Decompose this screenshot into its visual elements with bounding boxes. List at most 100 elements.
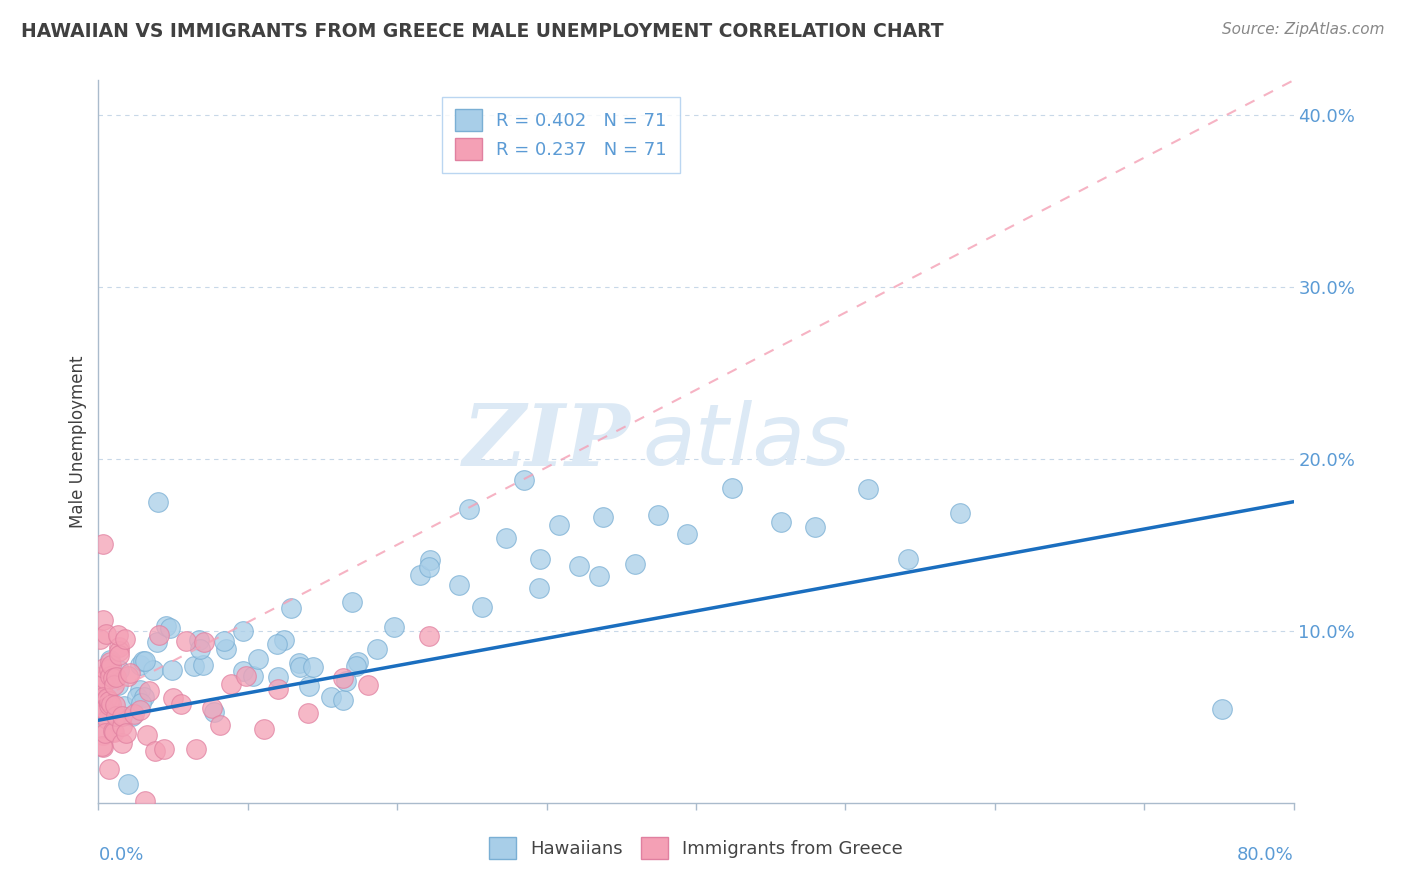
- Point: [118, 665, 141, 680]
- Text: atlas: atlas: [643, 400, 851, 483]
- Point: [89, 670, 111, 684]
- Point: [89, 683, 111, 698]
- Point: [548, 518, 571, 533]
- Point: [108, 648, 131, 663]
- Point: [91, 706, 114, 721]
- Point: [495, 531, 517, 545]
- Point: [94, 726, 117, 740]
- Point: [107, 678, 129, 692]
- Point: [153, 741, 176, 756]
- Point: [128, 657, 150, 672]
- Point: [897, 552, 920, 566]
- Point: [242, 669, 264, 683]
- Point: [232, 665, 254, 679]
- Point: [188, 642, 211, 657]
- Point: [107, 640, 129, 655]
- Point: [114, 632, 136, 646]
- Point: [183, 659, 205, 673]
- Point: [297, 706, 319, 720]
- Point: [134, 794, 156, 808]
- Point: [111, 709, 134, 723]
- Point: [769, 515, 792, 529]
- Point: [266, 670, 288, 684]
- Point: [138, 684, 160, 698]
- Point: [104, 698, 127, 712]
- Point: [129, 683, 152, 698]
- Point: [215, 642, 238, 657]
- Point: [418, 560, 440, 574]
- Point: [588, 569, 610, 583]
- Point: [458, 501, 481, 516]
- Point: [344, 659, 367, 673]
- Point: [117, 669, 139, 683]
- Point: [103, 678, 125, 692]
- Point: [357, 678, 380, 692]
- Point: [527, 581, 550, 595]
- Point: [110, 719, 132, 733]
- Point: [134, 690, 156, 704]
- Text: 0.0%: 0.0%: [98, 847, 143, 864]
- Point: [235, 668, 257, 682]
- Point: [449, 578, 471, 592]
- Point: [128, 703, 150, 717]
- Point: [141, 663, 163, 677]
- Point: [219, 676, 242, 690]
- Point: [273, 632, 295, 647]
- Point: [949, 506, 972, 520]
- Point: [100, 658, 122, 673]
- Point: [176, 634, 198, 648]
- Point: [96, 627, 118, 641]
- Point: [232, 624, 254, 638]
- Point: [96, 691, 118, 706]
- Point: [280, 601, 302, 615]
- Point: [146, 634, 169, 648]
- Point: [125, 690, 148, 705]
- Point: [97, 662, 120, 676]
- Point: [96, 692, 118, 706]
- Point: [112, 698, 135, 713]
- Point: [91, 537, 114, 551]
- Point: [98, 655, 121, 669]
- Point: [214, 634, 236, 648]
- Point: [93, 660, 115, 674]
- Point: [208, 718, 231, 732]
- Point: [346, 655, 368, 669]
- Point: [115, 725, 138, 739]
- Point: [89, 686, 111, 700]
- Point: [592, 510, 614, 524]
- Point: [104, 670, 127, 684]
- Point: [122, 707, 145, 722]
- Point: [100, 697, 122, 711]
- Point: [647, 508, 669, 523]
- Point: [132, 655, 155, 669]
- Legend: R = 0.402   N = 71, R = 0.237   N = 71: R = 0.402 N = 71, R = 0.237 N = 71: [441, 96, 679, 173]
- Point: [721, 481, 744, 495]
- Point: [332, 672, 354, 686]
- Point: [93, 677, 115, 691]
- Point: [267, 681, 290, 696]
- Point: [193, 658, 215, 673]
- Point: [513, 473, 536, 487]
- Point: [93, 702, 115, 716]
- Point: [98, 669, 121, 683]
- Text: 80.0%: 80.0%: [1237, 847, 1294, 864]
- Point: [121, 709, 143, 723]
- Point: [91, 674, 114, 689]
- Point: [134, 654, 156, 668]
- Point: [419, 553, 441, 567]
- Point: [135, 728, 157, 742]
- Point: [188, 633, 211, 648]
- Point: [856, 483, 879, 497]
- Point: [103, 725, 125, 739]
- Point: [366, 641, 388, 656]
- Point: [287, 657, 309, 671]
- Point: [107, 628, 129, 642]
- Point: [91, 690, 114, 705]
- Point: [301, 660, 323, 674]
- Text: Source: ZipAtlas.com: Source: ZipAtlas.com: [1222, 22, 1385, 37]
- Point: [332, 693, 354, 707]
- Point: [676, 527, 699, 541]
- Point: [162, 663, 184, 677]
- Point: [298, 680, 321, 694]
- Point: [382, 619, 405, 633]
